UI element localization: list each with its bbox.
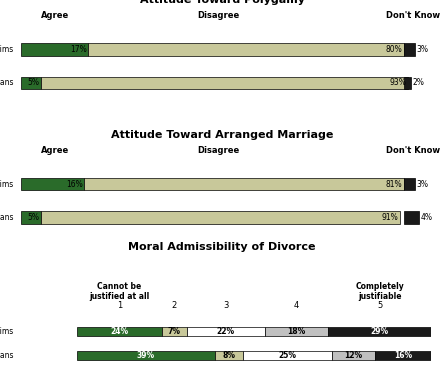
Bar bbox=[403, 77, 411, 89]
Text: 7%: 7% bbox=[168, 327, 181, 336]
Text: 5: 5 bbox=[377, 301, 382, 310]
Title: Attitude Toward Polygamy: Attitude Toward Polygamy bbox=[140, 0, 305, 5]
Text: 2%: 2% bbox=[413, 78, 425, 87]
Text: 25%: 25% bbox=[279, 351, 297, 360]
Bar bbox=[215, 351, 243, 360]
Bar bbox=[265, 327, 329, 336]
Bar bbox=[88, 43, 403, 56]
Bar bbox=[403, 178, 415, 190]
Bar bbox=[41, 211, 400, 224]
Text: Lebanese Christians: Lebanese Christians bbox=[0, 351, 13, 360]
Text: Lebanese Christians: Lebanese Christians bbox=[0, 78, 13, 87]
Text: 12%: 12% bbox=[344, 351, 362, 360]
Text: Agree: Agree bbox=[40, 146, 69, 155]
Text: Lebanese Muslims: Lebanese Muslims bbox=[0, 45, 13, 54]
Text: 93%: 93% bbox=[389, 78, 407, 87]
Bar bbox=[77, 351, 215, 360]
Text: 81%: 81% bbox=[386, 179, 403, 188]
Text: Don't Know: Don't Know bbox=[386, 11, 440, 20]
Bar bbox=[21, 211, 41, 224]
Text: 29%: 29% bbox=[371, 327, 389, 336]
Text: 39%: 39% bbox=[137, 351, 155, 360]
Bar bbox=[329, 327, 431, 336]
Bar bbox=[21, 77, 41, 89]
Text: 80%: 80% bbox=[386, 45, 403, 54]
Text: 16%: 16% bbox=[66, 179, 83, 188]
Bar bbox=[243, 351, 332, 360]
Bar bbox=[187, 327, 265, 336]
Text: 3: 3 bbox=[223, 301, 228, 310]
Text: Disagree: Disagree bbox=[197, 146, 239, 155]
Bar bbox=[374, 351, 431, 360]
Title: Moral Admissibility of Divorce: Moral Admissibility of Divorce bbox=[128, 242, 316, 252]
Text: Lebanese Christians: Lebanese Christians bbox=[0, 213, 13, 222]
Text: Agree: Agree bbox=[40, 11, 69, 20]
Text: 5%: 5% bbox=[28, 213, 40, 222]
Text: 24%: 24% bbox=[110, 327, 128, 336]
Text: 91%: 91% bbox=[382, 213, 399, 222]
Text: 8%: 8% bbox=[223, 351, 236, 360]
Text: 4: 4 bbox=[294, 301, 299, 310]
Text: Don't Know: Don't Know bbox=[386, 146, 440, 155]
Bar bbox=[332, 351, 374, 360]
Text: Lebanese Muslims: Lebanese Muslims bbox=[0, 327, 13, 336]
Bar bbox=[403, 211, 419, 224]
Bar bbox=[41, 77, 407, 89]
Text: Disagree: Disagree bbox=[197, 11, 239, 20]
Bar bbox=[403, 43, 415, 56]
Text: 18%: 18% bbox=[287, 327, 306, 336]
Text: 17%: 17% bbox=[70, 45, 87, 54]
Text: 2: 2 bbox=[172, 301, 177, 310]
Text: Cannot be
justified at all: Cannot be justified at all bbox=[89, 282, 150, 301]
Text: 22%: 22% bbox=[216, 327, 235, 336]
Title: Attitude Toward Arranged Marriage: Attitude Toward Arranged Marriage bbox=[111, 130, 334, 140]
Bar bbox=[77, 327, 162, 336]
Text: Lebanese Muslims: Lebanese Muslims bbox=[0, 179, 13, 188]
Bar bbox=[84, 178, 403, 190]
Text: 3%: 3% bbox=[417, 45, 429, 54]
Text: 4%: 4% bbox=[421, 213, 433, 222]
Text: Completely
justifiable: Completely justifiable bbox=[356, 282, 404, 301]
Bar bbox=[162, 327, 187, 336]
Text: 1: 1 bbox=[117, 301, 122, 310]
Text: 5%: 5% bbox=[28, 78, 40, 87]
Text: 16%: 16% bbox=[394, 351, 412, 360]
Text: 3%: 3% bbox=[417, 179, 429, 188]
Bar bbox=[21, 178, 84, 190]
Bar bbox=[21, 43, 88, 56]
